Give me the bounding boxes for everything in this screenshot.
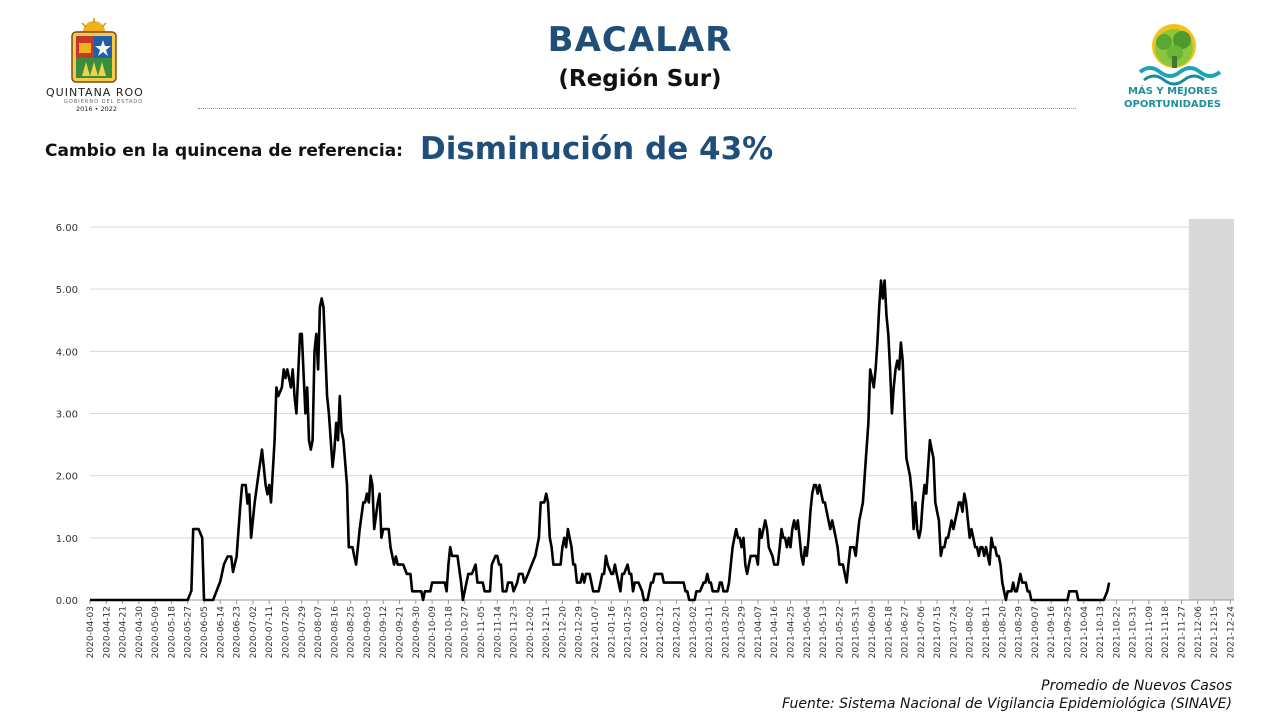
x-tick-label: 2021-08-29: [1015, 606, 1025, 659]
x-tick-label: 2021-04-25: [787, 606, 797, 658]
tree-icon: [1138, 24, 1222, 86]
x-tick-label: 2020-10-18: [444, 606, 454, 659]
x-tick-label: 2021-12-06: [1194, 606, 1204, 659]
x-tick-label: 2020-11-23: [510, 606, 520, 658]
x-tick-label: 2021-05-31: [852, 606, 862, 658]
x-tick-label: 2020-07-20: [281, 606, 291, 659]
x-tick-label: 2020-10-09: [428, 606, 438, 659]
x-tick-label: 2020-07-29: [298, 606, 308, 659]
x-tick-label: 2020-06-23: [233, 606, 243, 658]
x-tick-label: 2021-02-21: [672, 606, 682, 658]
x-tick-label: 2021-11-27: [1178, 606, 1188, 658]
x-tick-label: 2021-02-03: [640, 606, 650, 658]
x-tick-label: 2021-09-25: [1063, 606, 1073, 658]
x-tick-label: 2021-04-07: [754, 606, 764, 658]
y-tick-label: 4.00: [56, 347, 78, 358]
x-tick-label: 2020-07-11: [265, 606, 275, 658]
y-tick-label: 0.00: [56, 596, 78, 607]
x-tick-label: 2021-11-18: [1161, 606, 1171, 659]
x-tick-label: 2020-08-16: [330, 606, 340, 659]
x-tick-label: 2021-10-04: [1080, 606, 1090, 659]
x-tick-label: 2021-05-04: [803, 606, 813, 659]
x-tick-label: 2021-10-22: [1112, 606, 1122, 658]
x-tick-label: 2021-08-11: [982, 606, 992, 658]
x-tick-label: 2020-09-30: [412, 606, 422, 659]
x-tick-label: 2020-08-25: [347, 606, 357, 658]
x-tick-label: 2021-07-24: [949, 606, 959, 659]
x-tick-label: 2021-01-16: [607, 606, 617, 659]
x-tick-label: 2020-04-21: [119, 606, 129, 658]
state-subtitle: GOBIERNO DEL ESTADO: [64, 99, 143, 105]
x-tick-label: 2021-07-15: [933, 606, 943, 658]
x-tick-label: 2020-11-14: [493, 606, 503, 659]
x-tick-label: 2021-03-29: [738, 606, 748, 659]
x-tick-label: 2020-12-11: [542, 606, 552, 658]
x-tick-label: 2020-09-03: [363, 606, 373, 658]
x-tick-label: 2020-06-05: [200, 606, 210, 658]
x-tick-label: 2020-12-20: [558, 606, 568, 659]
state-name: QUINTANA ROO: [46, 86, 144, 99]
x-tick-label: 2021-11-09: [1145, 606, 1155, 659]
x-tick-label: 2020-06-14: [216, 606, 226, 659]
x-tick-label: 2020-09-12: [379, 606, 389, 658]
x-tick-label: 2020-04-30: [135, 606, 145, 659]
footer-note: Promedio de Nuevos Casos: [1041, 678, 1232, 694]
x-tick-label: 2020-08-07: [314, 606, 324, 658]
state-years: 2016 • 2022: [76, 105, 117, 113]
x-tick-label: 2020-09-21: [396, 606, 406, 658]
x-tick-label: 2021-07-06: [917, 606, 927, 659]
x-tick-label: 2021-06-18: [884, 606, 894, 659]
x-tick-label: 2021-03-11: [705, 606, 715, 658]
x-tick-label: 2021-08-20: [998, 606, 1008, 659]
series-line: [90, 279, 1111, 602]
x-tick-label: 2021-10-31: [1129, 606, 1139, 658]
coat-of-arms-icon: [71, 18, 117, 83]
shaded-period: [1188, 219, 1234, 600]
x-tick-label: 2021-06-27: [901, 606, 911, 658]
x-tick-label: 2021-06-09: [868, 606, 878, 659]
x-tick-label: 2021-09-16: [1047, 606, 1057, 659]
mas-y-mejores-oportunidades-logo: MÁS Y MEJORES OPORTUNIDADES: [1120, 20, 1240, 114]
x-tick-label: 2020-04-12: [102, 606, 112, 658]
page-title: BACALAR: [547, 20, 733, 60]
x-tick-label: 2021-09-07: [1031, 606, 1041, 658]
x-tick-label: 2021-08-02: [966, 606, 976, 658]
x-tick-label: 2020-12-29: [575, 606, 585, 659]
footer-source: Fuente: Sistema Nacional de Vigilancia E…: [782, 696, 1232, 712]
x-tick-label: 2021-02-12: [656, 606, 666, 658]
brand-line-1: MÁS Y MEJORES: [1128, 84, 1218, 97]
header-divider: [198, 108, 1076, 109]
brand-line-2: OPORTUNIDADES: [1124, 99, 1221, 110]
x-tick-label: 2021-01-25: [624, 606, 634, 658]
x-tick-label: 2021-04-16: [770, 606, 780, 659]
x-tick-label: 2021-01-07: [591, 606, 601, 658]
x-tick-label: 2021-03-02: [689, 606, 699, 658]
x-tick-label: 2021-05-22: [835, 606, 845, 658]
x-tick-label: 2021-12-15: [1210, 606, 1220, 658]
change-label: Cambio en la quincena de referencia:: [45, 141, 403, 161]
y-tick-label: 1.00: [56, 534, 78, 545]
x-tick-label: 2021-05-13: [819, 606, 829, 658]
y-tick-label: 3.00: [56, 410, 78, 421]
x-tick-label: 2020-05-27: [184, 606, 194, 658]
x-tick-label: 2021-03-20: [721, 606, 731, 659]
x-tick-label: 2021-12-24: [1226, 606, 1236, 659]
x-tick-label: 2021-10-13: [1096, 606, 1106, 658]
page-subtitle: (Región Sur): [558, 66, 722, 92]
y-tick-label: 6.00: [56, 223, 78, 234]
x-tick-label: 2020-07-02: [249, 606, 259, 658]
quintana-roo-logo: QUINTANA ROO GOBIERNO DEL ESTADO 2016 • …: [42, 18, 162, 114]
x-tick-label: 2020-11-05: [477, 606, 487, 658]
x-tick-label: 2020-04-03: [86, 606, 96, 658]
x-tick-label: 2020-05-09: [151, 606, 161, 659]
y-tick-label: 5.00: [56, 285, 78, 296]
y-tick-label: 2.00: [56, 472, 78, 483]
x-tick-label: 2020-10-27: [461, 606, 471, 658]
change-value: Disminución de 43%: [420, 131, 774, 167]
x-tick-label: 2020-05-18: [167, 606, 177, 659]
x-tick-label: 2020-12-02: [526, 606, 536, 658]
